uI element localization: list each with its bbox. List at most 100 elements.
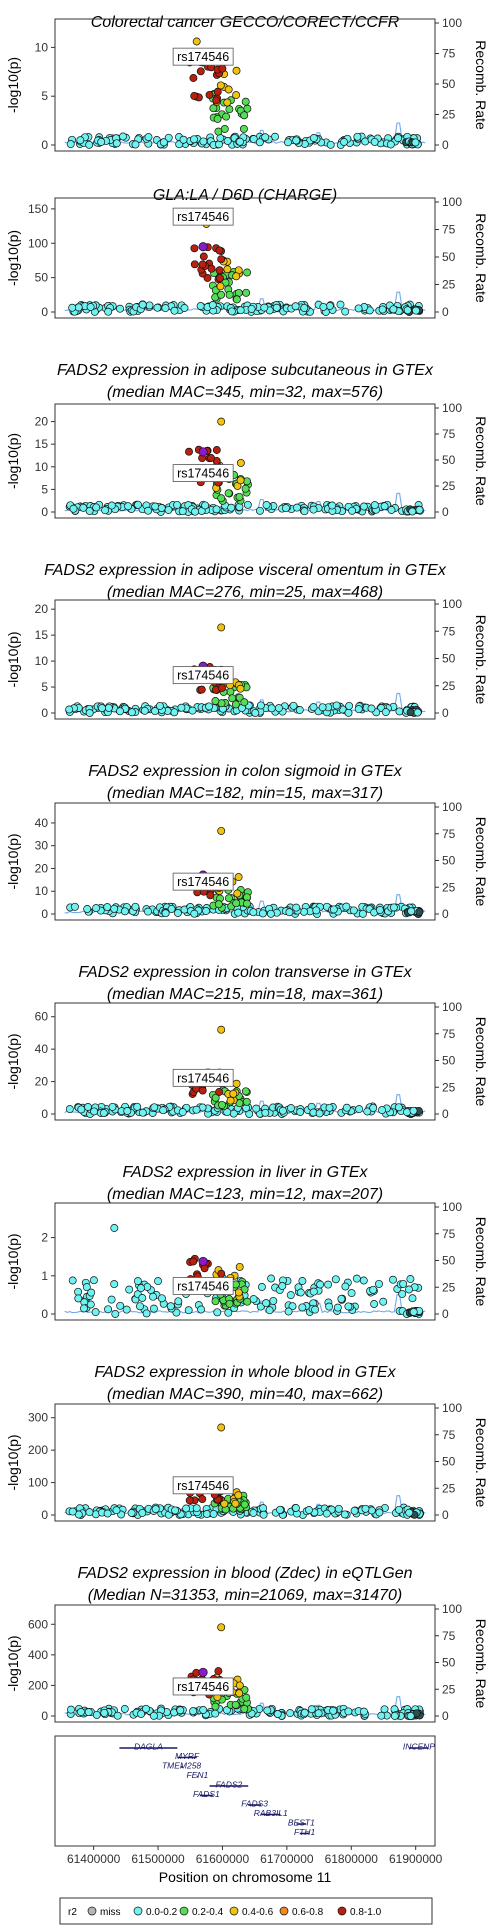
gene-label: FADS2	[216, 1780, 243, 1790]
snp-point	[211, 1297, 220, 1306]
snp-point	[261, 1108, 270, 1117]
snp-point	[176, 1706, 185, 1715]
snp-point	[137, 1284, 145, 1293]
snp-point	[399, 1279, 408, 1288]
snp-point	[65, 705, 74, 714]
snp-point	[190, 244, 199, 253]
legend-swatch	[87, 1906, 97, 1916]
snp-point	[199, 1706, 208, 1714]
snp-point	[120, 907, 129, 916]
snp-point	[309, 505, 318, 514]
right-tick-label: 25	[442, 1481, 456, 1495]
lead-snp-label: rs174546	[177, 1279, 229, 1293]
snp-point	[149, 1292, 157, 1301]
right-tick-label: 0	[442, 706, 449, 720]
snp-point	[85, 140, 94, 149]
snp-point	[178, 507, 187, 516]
snp-point	[136, 1302, 144, 1311]
y-tick-label: 2	[41, 1231, 48, 1245]
snp-point	[309, 134, 318, 142]
snp-point	[307, 1705, 316, 1714]
plot-frame	[54, 403, 436, 519]
right-tick-label: 0	[442, 305, 449, 319]
snp-point	[234, 873, 243, 882]
snp-point	[131, 140, 140, 149]
lead-snp-point	[198, 1256, 208, 1266]
snp-point	[232, 91, 241, 100]
snp-point	[207, 454, 216, 462]
snp-point	[269, 1296, 278, 1305]
legend-title: r2	[68, 1907, 77, 1918]
snp-point	[184, 1306, 193, 1315]
snp-point	[79, 503, 88, 512]
x-tick-label: 61600000	[196, 1852, 250, 1866]
snp-point	[380, 502, 389, 511]
snp-point	[249, 135, 258, 144]
snp-point	[207, 264, 216, 273]
snp-point	[151, 1505, 160, 1514]
snp-point	[214, 1667, 223, 1676]
snp-point	[284, 1307, 293, 1316]
snp-point	[267, 704, 276, 713]
snp-point	[342, 1103, 351, 1112]
snp-point	[159, 1106, 168, 1115]
right-tick-label: 75	[442, 1428, 456, 1442]
right-tick-label: 75	[442, 223, 456, 237]
snp-point	[198, 1495, 207, 1504]
snp-point	[145, 301, 154, 310]
snp-point	[281, 504, 290, 513]
y-tick-label: 10	[35, 884, 49, 898]
snp-point	[161, 304, 170, 313]
snp-point	[101, 506, 110, 515]
snp-point	[241, 484, 250, 493]
right-axis-title: Recomb. Rate	[473, 1418, 489, 1508]
top-snp-point	[217, 417, 226, 426]
snp-point	[213, 1308, 222, 1317]
lead-label-box	[172, 872, 234, 891]
snp-point	[345, 701, 354, 710]
top-snp-point	[217, 1623, 226, 1632]
snp-point	[394, 1103, 403, 1112]
snp-point	[318, 703, 327, 712]
snp-point	[227, 307, 236, 316]
y-tick-label: 0	[41, 505, 48, 519]
right-tick-label: 50	[442, 854, 456, 868]
right-tick-label: 100	[442, 1401, 462, 1415]
snp-point	[403, 306, 412, 315]
snp-point	[127, 1509, 136, 1517]
right-tick-label: 25	[442, 679, 456, 693]
gene-label: FTH1	[294, 1827, 316, 1837]
snp-point	[144, 907, 152, 916]
snp-point	[70, 902, 79, 911]
lead-snp-label: rs174546	[177, 50, 229, 64]
snp-point	[262, 1299, 271, 1308]
lead-snp-label: rs174546	[177, 669, 229, 683]
snp-point	[324, 1280, 333, 1289]
y-axis-title: -log10(p)	[5, 433, 21, 489]
snp-point	[185, 1496, 194, 1505]
snp-point	[140, 706, 149, 715]
snp-point	[208, 301, 217, 309]
right-axis-title: Recomb. Rate	[473, 213, 489, 303]
snp-point	[235, 1689, 244, 1698]
x-tick-label: 61900000	[389, 1852, 443, 1866]
snp-point	[166, 1302, 175, 1311]
snp-point	[257, 1283, 266, 1291]
snp-point	[234, 1288, 243, 1297]
snp-point	[344, 1707, 353, 1716]
snp-point	[215, 266, 224, 275]
snp-point	[241, 1087, 250, 1096]
snp-point	[99, 1109, 108, 1117]
snp-point	[274, 704, 283, 713]
y-axis-title: -log10(p)	[5, 631, 21, 687]
snp-point	[232, 899, 241, 908]
snp-point	[405, 1285, 413, 1294]
snp-point	[185, 447, 193, 456]
snp-point	[403, 1108, 411, 1117]
right-tick-label: 25	[442, 1080, 456, 1094]
snp-point	[216, 274, 224, 283]
snp-point	[263, 1706, 272, 1715]
right-tick-label: 0	[442, 138, 449, 152]
snp-point	[82, 1283, 91, 1292]
